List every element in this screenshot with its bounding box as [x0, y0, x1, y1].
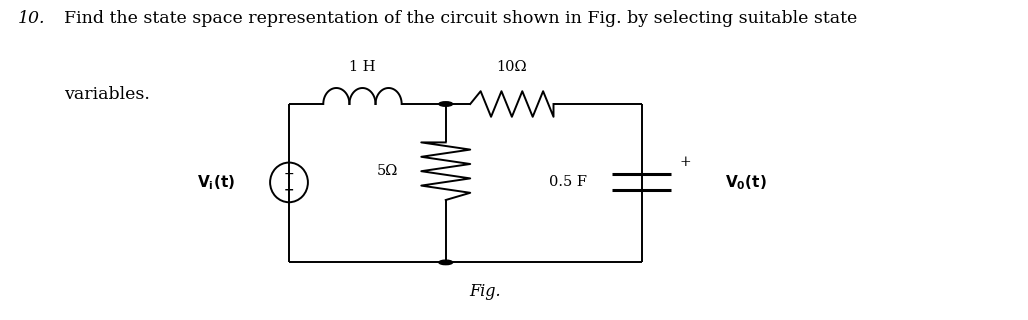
Text: −: −: [284, 183, 294, 196]
Text: 10.: 10.: [17, 10, 45, 27]
Text: 5Ω: 5Ω: [376, 164, 398, 178]
Text: +: +: [284, 168, 294, 180]
Text: 10Ω: 10Ω: [497, 60, 527, 74]
Circle shape: [439, 260, 452, 265]
Text: $\mathbf{V_0(t)}$: $\mathbf{V_0(t)}$: [725, 173, 767, 192]
Text: 1 H: 1 H: [350, 60, 375, 74]
Circle shape: [439, 102, 452, 106]
Text: Find the state space representation of the circuit shown in Fig. by selecting su: Find the state space representation of t…: [64, 10, 857, 27]
Text: +: +: [680, 155, 692, 169]
Text: Fig.: Fig.: [469, 283, 501, 300]
Text: $\mathbf{V_i(t)}$: $\mathbf{V_i(t)}$: [197, 173, 235, 192]
Text: 0.5 F: 0.5 F: [549, 175, 587, 189]
Text: variables.: variables.: [64, 86, 149, 103]
